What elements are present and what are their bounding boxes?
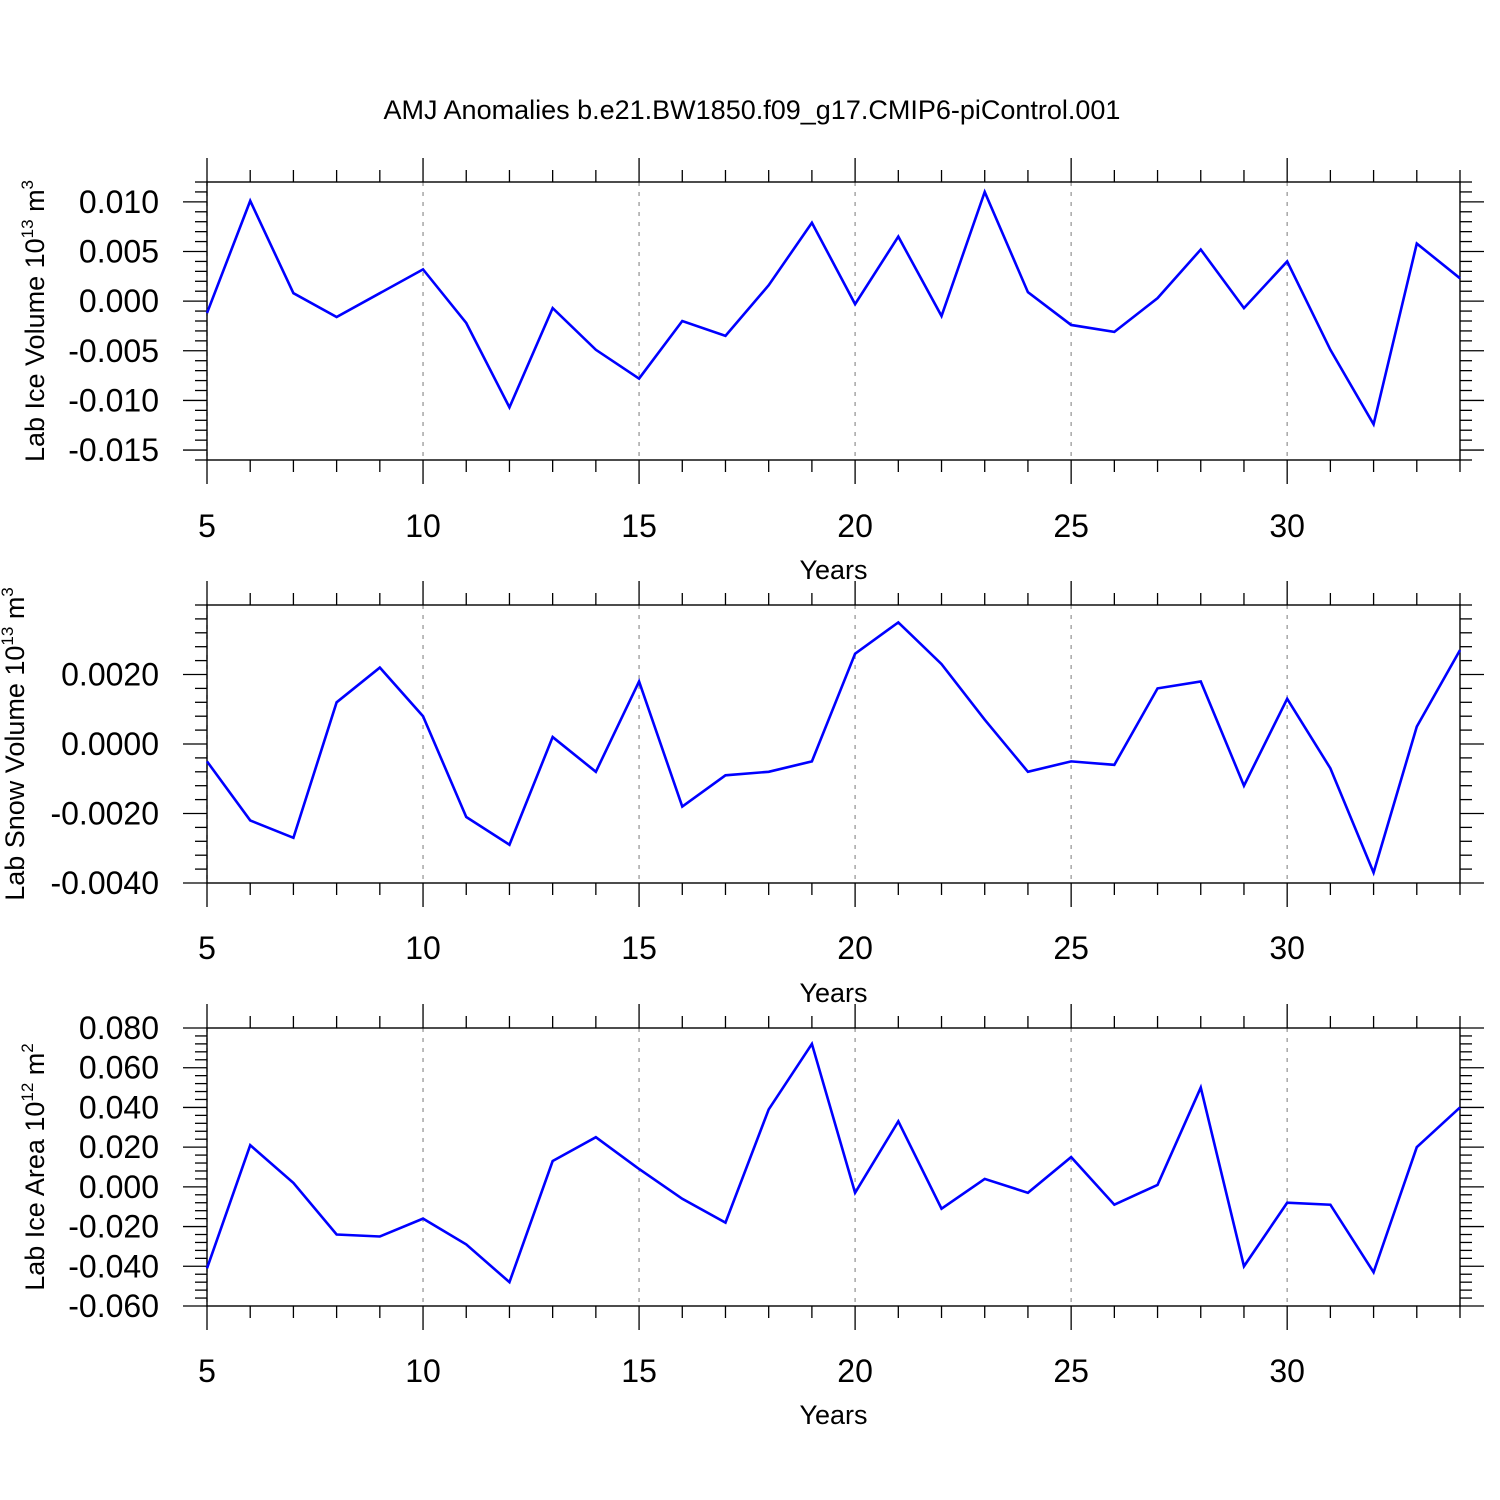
x-tick-label: 15 — [621, 930, 657, 966]
y-tick-label: 0.0000 — [61, 726, 159, 762]
y-title-unit-exponent: 3 — [0, 587, 17, 596]
chart-panel-1: -0.015 -0.010 -0.005 0.000 0.005 0.010 5 10 15 20… — [18, 158, 1484, 585]
y-title-exponent: 13 — [0, 627, 17, 646]
y-tick-label: -0.0040 — [50, 865, 159, 901]
y-title-exponent: 13 — [18, 219, 37, 238]
x-tick-label: 30 — [1269, 508, 1305, 544]
plot-frame — [206, 181, 1461, 461]
y-tick-label: 0.020 — [79, 1129, 159, 1165]
y-tick-label: 0.040 — [79, 1089, 159, 1125]
y-axis-title: Lab Snow Volume 1013 m3 — [0, 587, 30, 901]
y-title-text: Lab Ice Area 10 — [20, 1102, 50, 1291]
y-tick-label: -0.060 — [68, 1288, 159, 1324]
series-line — [205, 188, 1461, 428]
y-tick-label: 0.0020 — [61, 657, 159, 693]
chart-title: AMJ Anomalies b.e21.BW1850.f09_g17.CMIP6… — [384, 95, 1121, 125]
y-title-text: Lab Snow Volume 10 — [0, 646, 30, 901]
x-tick-label: 25 — [1053, 508, 1089, 544]
x-tick-label: 10 — [405, 930, 441, 966]
y-tick-label: -0.010 — [68, 382, 159, 418]
x-tick-label: 30 — [1269, 930, 1305, 966]
x-tick-label: 5 — [198, 508, 216, 544]
y-tick-label: 0.010 — [79, 184, 159, 220]
y-tick-label: -0.005 — [68, 333, 159, 369]
plot-frame — [206, 1027, 1461, 1307]
y-tick-label: 0.005 — [79, 234, 159, 270]
series-line — [205, 1040, 1461, 1285]
x-axis-title: Years — [799, 555, 867, 585]
chart-panel-2: -0.0040 -0.0020 0.0000 0.0020 5 10 15 20 25 30 Yea… — [0, 581, 1484, 1008]
y-axis-title: Lab Ice Area 1012 m2 — [18, 1043, 50, 1291]
y-tick-label: -0.015 — [68, 432, 159, 468]
y-title-unit: m — [20, 1053, 50, 1083]
y-title-exponent: 12 — [18, 1083, 37, 1102]
y-tick-label: 0.060 — [79, 1050, 159, 1086]
y-title-unit: m — [20, 189, 50, 219]
x-tick-label: 15 — [621, 508, 657, 544]
y-axis-title: Lab Ice Volume 1013 m3 — [18, 180, 50, 462]
x-tick-label: 20 — [837, 1353, 873, 1389]
y-tick-label: -0.040 — [68, 1248, 159, 1284]
x-tick-label: 25 — [1053, 930, 1089, 966]
plot-frame — [206, 604, 1461, 884]
y-tick-label: 0.000 — [79, 1169, 159, 1205]
x-tick-label: 10 — [405, 508, 441, 544]
x-tick-label: 5 — [198, 930, 216, 966]
y-tick-label: 0.000 — [79, 283, 159, 319]
y-title-unit: m — [0, 597, 30, 627]
x-tick-label: 25 — [1053, 1353, 1089, 1389]
y-tick-label: -0.020 — [68, 1209, 159, 1245]
x-tick-label: 20 — [837, 930, 873, 966]
y-title-text: Lab Ice Volume 10 — [20, 238, 50, 462]
x-tick-label: 15 — [621, 1353, 657, 1389]
series-line — [205, 620, 1462, 877]
y-tick-label: 0.080 — [79, 1010, 159, 1046]
x-axis-title: Years — [799, 1400, 867, 1430]
x-tick-label: 20 — [837, 508, 873, 544]
y-title-unit-exponent: 2 — [18, 1043, 37, 1052]
x-tick-label: 5 — [198, 1353, 216, 1389]
y-title-unit-exponent: 3 — [18, 180, 37, 189]
y-tick-label: -0.0020 — [50, 796, 159, 832]
x-axis-title: Years — [799, 978, 867, 1008]
x-tick-label: 10 — [405, 1353, 441, 1389]
x-tick-label: 30 — [1269, 1353, 1305, 1389]
